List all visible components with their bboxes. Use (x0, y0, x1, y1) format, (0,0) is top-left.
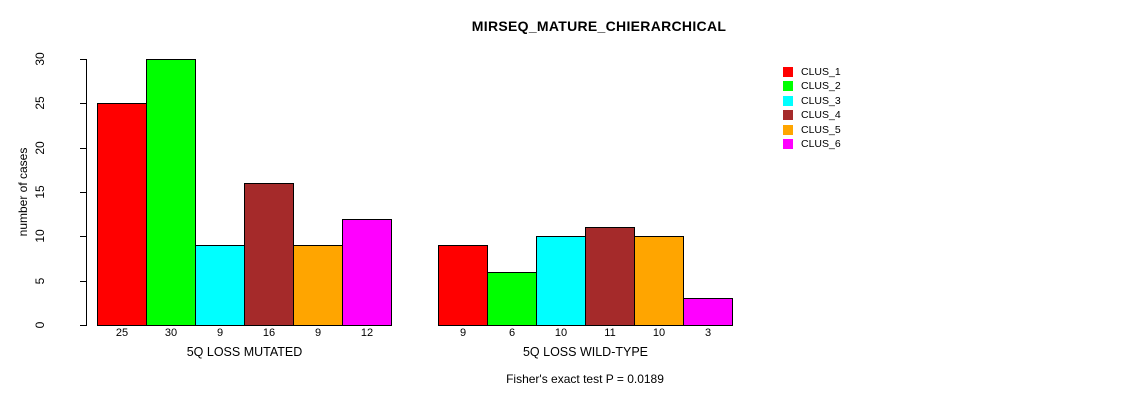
bar-clus_2-group2 (487, 271, 537, 326)
legend-label-clus_5: CLUS_5 (801, 123, 841, 136)
bar-clus_1-group2 (438, 245, 488, 326)
legend-label-clus_6: CLUS_6 (801, 138, 841, 150)
bar-clus_2-group1 (146, 59, 196, 326)
bar-clus_3-group2 (536, 236, 586, 326)
bar-clus_5-group1 (293, 245, 343, 326)
legend-label-clus_2: CLUS_2 (801, 80, 841, 93)
legend-swatch-clus_3 (783, 95, 793, 106)
bar-clus_1-group1 (97, 103, 147, 326)
bar-value-label: 3 (704, 327, 712, 339)
bar-value-label: 10 (554, 327, 568, 339)
y-axis-tick (80, 59, 86, 60)
y-axis-tick-label: 0 (33, 321, 47, 329)
y-axis-tick (80, 103, 86, 105)
bar-clus_5-group2 (634, 236, 684, 326)
y-axis-tick-label: 15 (33, 185, 47, 199)
legend-label-clus_3: CLUS_3 (801, 94, 841, 107)
bar-value-label: 11 (604, 327, 616, 339)
legend-swatch-clus_1 (783, 67, 793, 77)
bar-clus_6-group1 (342, 218, 392, 326)
chart-title: MIRSEQ_MATURE_CHIERARCHICAL (471, 18, 727, 34)
y-axis-tick (80, 280, 86, 282)
bar-value-label: 9 (459, 327, 467, 339)
bar-clus_6-group2 (683, 298, 733, 326)
y-axis-tick (80, 147, 86, 149)
bar-value-label: 9 (314, 327, 322, 339)
y-axis-tick (80, 236, 86, 238)
y-axis-tick (80, 192, 86, 193)
y-axis-tick-label: 20 (33, 140, 47, 155)
group-label-2: 5Q LOSS WILD-TYPE (522, 345, 649, 359)
bar-value-label: 6 (508, 327, 516, 339)
legend-swatch-clus_2 (783, 81, 793, 92)
legend-label-clus_4: CLUS_4 (801, 109, 841, 122)
fisher-test-annotation: Fisher's exact test P = 0.0189 (506, 372, 664, 386)
y-axis-line (86, 59, 87, 326)
bar-value-label: 10 (652, 327, 666, 339)
bar-value-label: 12 (360, 327, 374, 339)
legend-swatch-clus_4 (783, 110, 793, 121)
y-axis-tick-label: 5 (33, 277, 47, 284)
legend-swatch-clus_5 (783, 124, 793, 135)
bar-clus_4-group2 (585, 227, 635, 326)
legend-swatch-clus_6 (783, 139, 793, 149)
bar-value-label: 25 (115, 327, 129, 339)
y-axis-title: number of cases (16, 147, 30, 237)
bar-value-label: 30 (164, 327, 178, 339)
y-axis-tick (80, 325, 86, 326)
y-axis-tick-label: 10 (33, 229, 47, 244)
y-axis-tick-label: 30 (33, 52, 47, 66)
bar-value-label: 16 (262, 327, 276, 339)
bar-clus_4-group1 (244, 183, 294, 326)
group-label-1: 5Q LOSS MUTATED (186, 345, 303, 359)
bar-clus_3-group1 (195, 245, 245, 326)
y-axis-tick-label: 25 (33, 96, 47, 111)
legend-label-clus_1: CLUS_1 (801, 66, 841, 78)
bar-value-label: 9 (216, 327, 224, 339)
